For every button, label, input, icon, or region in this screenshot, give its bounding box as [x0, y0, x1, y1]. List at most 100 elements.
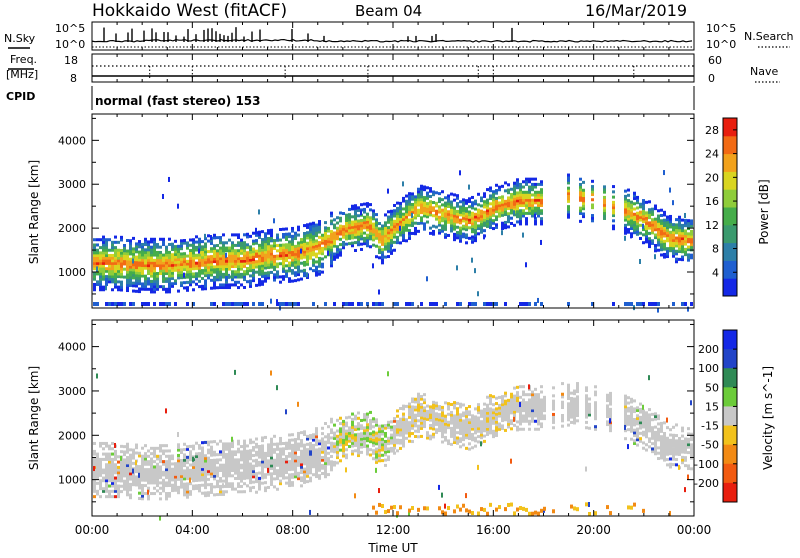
power-cell	[237, 270, 240, 273]
power-cell	[141, 259, 144, 262]
power-cell	[114, 278, 117, 281]
velocity-cell	[309, 510, 311, 515]
power-cell	[135, 282, 138, 285]
power-cell	[108, 265, 111, 268]
power-cell	[150, 261, 153, 264]
velocity-cell	[294, 459, 297, 462]
power-cell	[309, 246, 312, 249]
velocity-cell	[330, 428, 333, 431]
power-cell	[627, 220, 630, 223]
power-cell	[612, 204, 615, 207]
power-cell	[462, 206, 465, 209]
power-cell	[147, 267, 150, 270]
power-cell	[105, 243, 108, 246]
power-cell	[483, 229, 486, 232]
velocity-cell	[552, 386, 555, 389]
power-cell	[648, 242, 651, 245]
power-cell	[687, 307, 689, 312]
velocity-cell	[417, 395, 420, 398]
power-cell	[468, 216, 471, 219]
velocity-cell	[561, 393, 564, 396]
power-cell	[114, 286, 117, 289]
power-cell	[174, 269, 177, 272]
power-cell	[213, 286, 216, 289]
power-cell	[93, 286, 96, 289]
power-cell	[111, 249, 114, 252]
velocity-cell	[165, 497, 168, 500]
power-cell	[234, 244, 237, 247]
velocity-cell	[315, 440, 318, 443]
power-cell	[195, 235, 198, 238]
velocity-cell	[177, 473, 180, 476]
velocity-cell	[273, 448, 276, 451]
power-cell	[153, 243, 156, 246]
velocity-cell	[183, 483, 186, 486]
power-cell	[678, 242, 681, 245]
velocity-cell	[417, 508, 420, 512]
velocity-cell	[156, 447, 159, 450]
velocity-cell	[195, 452, 198, 455]
power-cell	[297, 241, 300, 244]
velocity-cell	[105, 458, 108, 461]
velocity-cell	[576, 385, 579, 388]
power-cell	[624, 208, 627, 211]
power-cell	[630, 224, 633, 227]
power-cell	[201, 269, 204, 272]
beam-label: Beam 04	[355, 2, 422, 20]
velocity-cell	[198, 468, 201, 471]
power-cell	[390, 252, 393, 255]
power-cell	[114, 251, 117, 254]
power-cell	[393, 204, 396, 207]
power-cell	[630, 214, 633, 217]
power-cell	[180, 266, 183, 269]
power-cell	[375, 302, 378, 306]
power-cell	[474, 221, 477, 224]
velocity-cell	[462, 433, 465, 436]
velocity-cell	[129, 486, 132, 489]
velocity-cell	[351, 431, 354, 434]
velocity-cell	[111, 479, 114, 482]
power-cell	[459, 232, 462, 235]
power-cell	[252, 242, 255, 245]
velocity-cell	[132, 469, 134, 474]
power-cell	[195, 275, 198, 278]
velocity-cell	[492, 414, 495, 417]
velocity-cell	[495, 431, 498, 434]
power-cell	[624, 198, 627, 201]
velocity-cell	[210, 462, 213, 465]
power-cell	[198, 256, 201, 259]
velocity-cell	[159, 487, 162, 490]
velocity-cell	[327, 457, 330, 460]
power-cell	[123, 302, 126, 306]
power-cell	[627, 194, 630, 197]
velocity-cell	[96, 461, 99, 464]
velocity-cell	[327, 473, 330, 476]
velocity-cell	[402, 434, 405, 437]
velocity-cell	[210, 491, 213, 494]
power-cell	[252, 248, 255, 251]
velocity-cell	[288, 484, 291, 487]
power-cell	[474, 268, 476, 273]
velocity-cell	[507, 412, 510, 415]
power-cell	[204, 287, 207, 290]
velocity-cell	[99, 458, 102, 461]
velocity-cell	[264, 486, 267, 489]
power-cell	[213, 250, 216, 253]
power-cell	[453, 236, 456, 239]
velocity-cell	[285, 466, 288, 469]
power-cell	[651, 229, 654, 232]
power-cell	[129, 247, 132, 250]
velocity-cell	[129, 462, 132, 465]
velocity-cell	[534, 396, 537, 399]
power-cell	[264, 280, 267, 283]
velocity-cell	[114, 487, 117, 490]
velocity-cell	[474, 421, 477, 424]
power-cell	[255, 260, 258, 263]
velocity-cell	[420, 419, 423, 422]
velocity-cell	[93, 453, 96, 456]
velocity-cell	[378, 435, 381, 438]
velocity-cell	[489, 429, 492, 432]
velocity-cell	[585, 394, 588, 397]
power-cell	[153, 267, 156, 270]
velocity-cell	[129, 478, 132, 481]
